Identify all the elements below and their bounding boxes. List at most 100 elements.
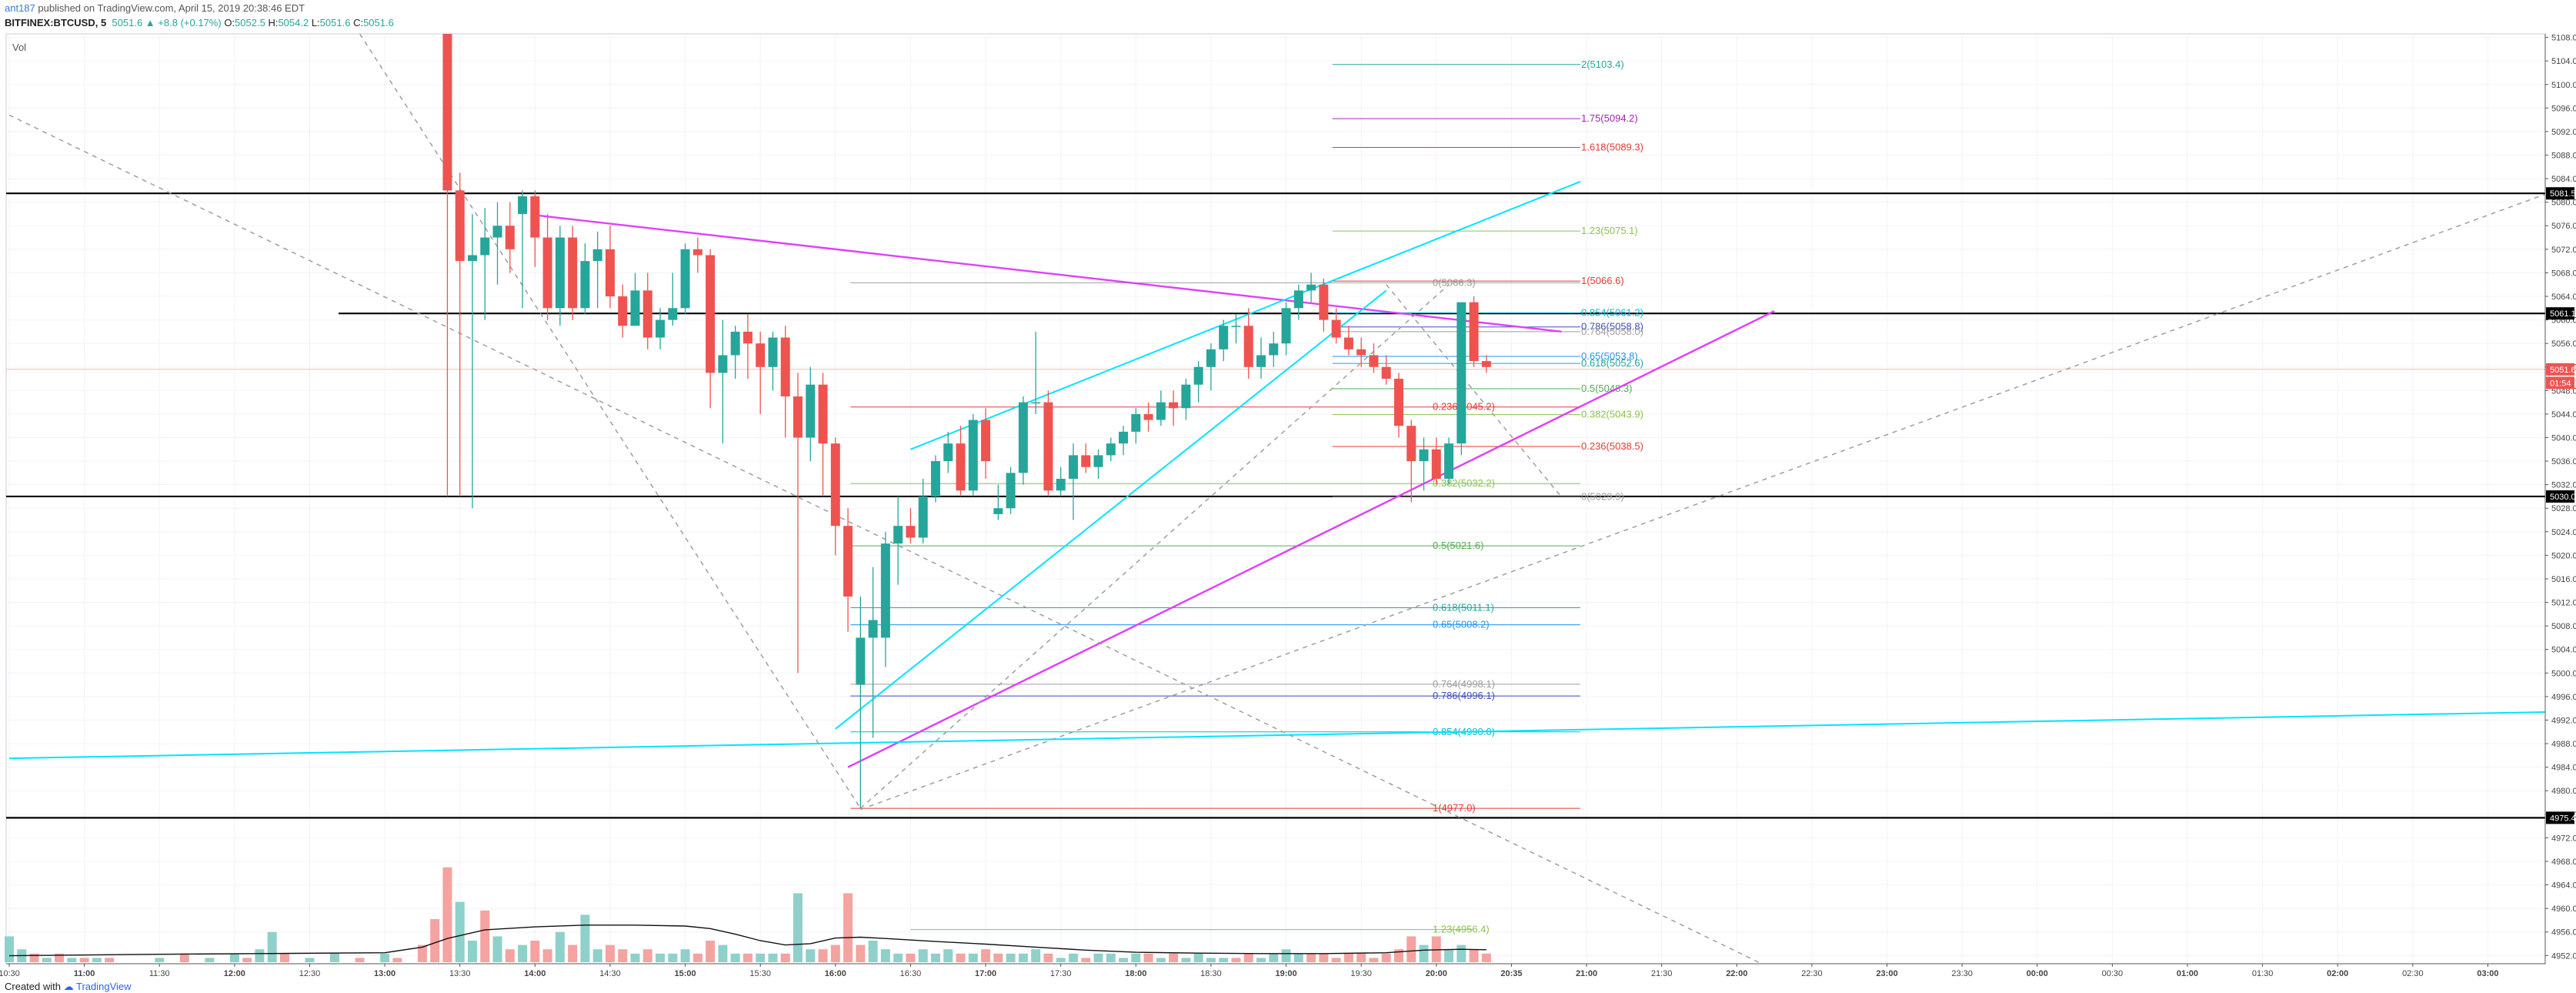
volume-bar	[267, 931, 277, 962]
candle	[1181, 379, 1191, 420]
volume-label: Vol	[12, 42, 26, 53]
candle-body	[1156, 402, 1166, 420]
candle	[1119, 426, 1129, 456]
candle-body	[780, 337, 790, 396]
candle	[1256, 337, 1266, 379]
candle-body	[756, 343, 766, 367]
fib-a-label: 1(4977.0)	[1433, 802, 1476, 814]
volume-bar	[930, 953, 940, 962]
volume-bar	[1193, 953, 1203, 962]
price-tick-label: 5040.0	[2551, 433, 2576, 443]
candle-body	[1269, 343, 1279, 356]
volume-bar	[793, 893, 803, 962]
time-tick-label: 20:00	[1426, 969, 1447, 978]
time-tick-label: 17:00	[975, 969, 996, 978]
trendline-cyan-long	[8, 710, 2576, 760]
candle	[1331, 308, 1341, 344]
candle-body	[918, 496, 928, 538]
volume-bar	[1119, 958, 1129, 962]
volume-bar	[730, 953, 740, 962]
price-tick-label: 5100.0	[2551, 81, 2576, 90]
trendline-magenta-resistance	[535, 214, 1562, 333]
author-link[interactable]: ant187	[5, 2, 35, 14]
candle-body	[1181, 384, 1191, 409]
candle-body	[1018, 402, 1028, 473]
candle-body	[1419, 449, 1429, 462]
candle	[605, 226, 615, 309]
grid-layer	[5, 33, 2546, 965]
candle	[730, 326, 740, 379]
low-value: 5051.6	[319, 17, 351, 28]
volume-bar	[492, 936, 502, 962]
fib-extra-label: 1.23(4956.4)	[1433, 924, 1490, 935]
candle	[1068, 443, 1078, 520]
price-tick-label: 4980.0	[2551, 787, 2576, 796]
volume-bar	[1219, 958, 1229, 962]
fib-a-label: 0.786(4996.1)	[1433, 690, 1495, 701]
close-value: 5051.6	[363, 17, 394, 28]
trendline-cyan-channel-lower	[835, 289, 1387, 730]
time-tick-label: 02:30	[2402, 969, 2424, 978]
volume-bar	[1343, 953, 1353, 962]
volume-bar	[618, 949, 628, 962]
volume-bar	[768, 953, 778, 962]
volume-bar	[856, 945, 866, 962]
time-tick-label: 15:30	[749, 969, 771, 978]
price-tick-label: 4972.0	[2551, 834, 2576, 843]
time-tick-label: 14:00	[524, 969, 546, 978]
candle	[1481, 355, 1491, 373]
symbol-name[interactable]: BITFINEX:BTCUSD, 5	[5, 17, 107, 28]
candle	[1169, 390, 1179, 426]
price-tick-label: 4988.0	[2551, 740, 2576, 749]
candle	[1143, 402, 1153, 432]
candle	[630, 272, 640, 326]
candle-body	[1356, 349, 1366, 356]
volume-ma-line	[8, 924, 1487, 957]
candle	[1457, 302, 1467, 456]
price-tick-label: 5036.0	[2551, 457, 2576, 466]
candle	[1031, 331, 1041, 414]
candle	[981, 408, 991, 480]
footer: Created with ☁ TradingView	[5, 981, 132, 993]
price-tick-label: 5068.0	[2551, 269, 2576, 278]
volume-bar	[1481, 953, 1491, 962]
candle	[793, 373, 803, 674]
candle-body	[492, 226, 502, 238]
time-tick-label: 18:30	[1200, 969, 1222, 978]
price-tick-label: 5064.0	[2551, 293, 2576, 302]
volume-bar	[1356, 953, 1366, 962]
candle	[1193, 361, 1203, 403]
volume-bar	[417, 945, 427, 962]
level-price-tag	[2546, 811, 2574, 824]
price-tick-label: 5076.0	[2551, 222, 2576, 231]
close-label: C:	[353, 17, 364, 28]
candle	[1006, 466, 1016, 514]
candle	[868, 567, 878, 738]
candle	[993, 484, 1003, 520]
candle	[480, 208, 490, 320]
candle-body	[1444, 443, 1454, 480]
price-tick-label: 4968.0	[2551, 858, 2576, 867]
candle-body	[868, 620, 878, 638]
volume-bar	[706, 941, 716, 962]
candle	[906, 508, 916, 544]
fib-b-label: 1(5066.6)	[1581, 275, 1624, 286]
candle-body	[968, 420, 978, 491]
tradingview-brand-link[interactable]: TradingView	[76, 981, 132, 992]
price-tick-label: 4992.0	[2551, 716, 2576, 725]
candle-body	[580, 261, 590, 309]
candle	[592, 231, 602, 309]
candle-body	[605, 249, 615, 296]
fib-b-label: 0.764(5058.0)	[1581, 326, 1643, 337]
fib-b-label: 0.854(5061.2)	[1581, 306, 1643, 318]
level-price-tag-label: 4975.4	[2550, 814, 2576, 823]
volume-bar	[5, 936, 14, 962]
volume-bar	[67, 958, 77, 962]
volume-bar	[505, 949, 515, 962]
candle	[742, 313, 752, 379]
candle	[943, 431, 953, 473]
candle	[930, 455, 940, 503]
volume-bar	[542, 949, 552, 962]
candle	[1406, 420, 1416, 503]
